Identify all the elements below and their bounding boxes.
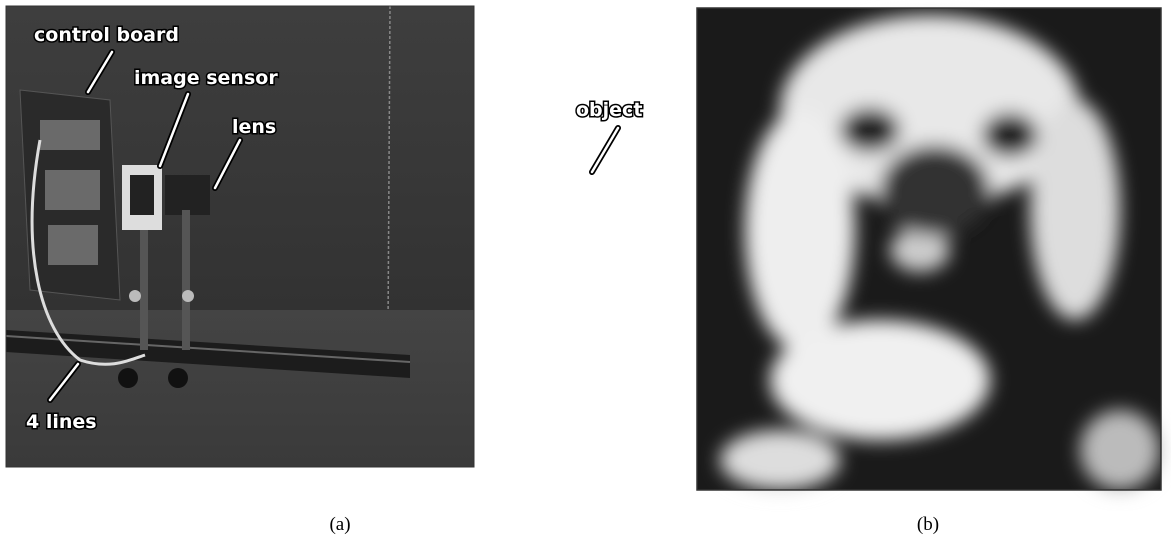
annotation: lens <box>232 116 276 138</box>
annotation: control board <box>34 24 179 46</box>
caption: (b) <box>917 514 939 535</box>
caption: (a) <box>329 514 350 535</box>
figure: control board image sensor lens object 4… <box>0 0 1171 543</box>
annotation: object <box>576 99 642 121</box>
annotation: image sensor <box>134 67 278 89</box>
annotation: 4 lines <box>26 411 97 433</box>
photo-b <box>697 8 1161 490</box>
